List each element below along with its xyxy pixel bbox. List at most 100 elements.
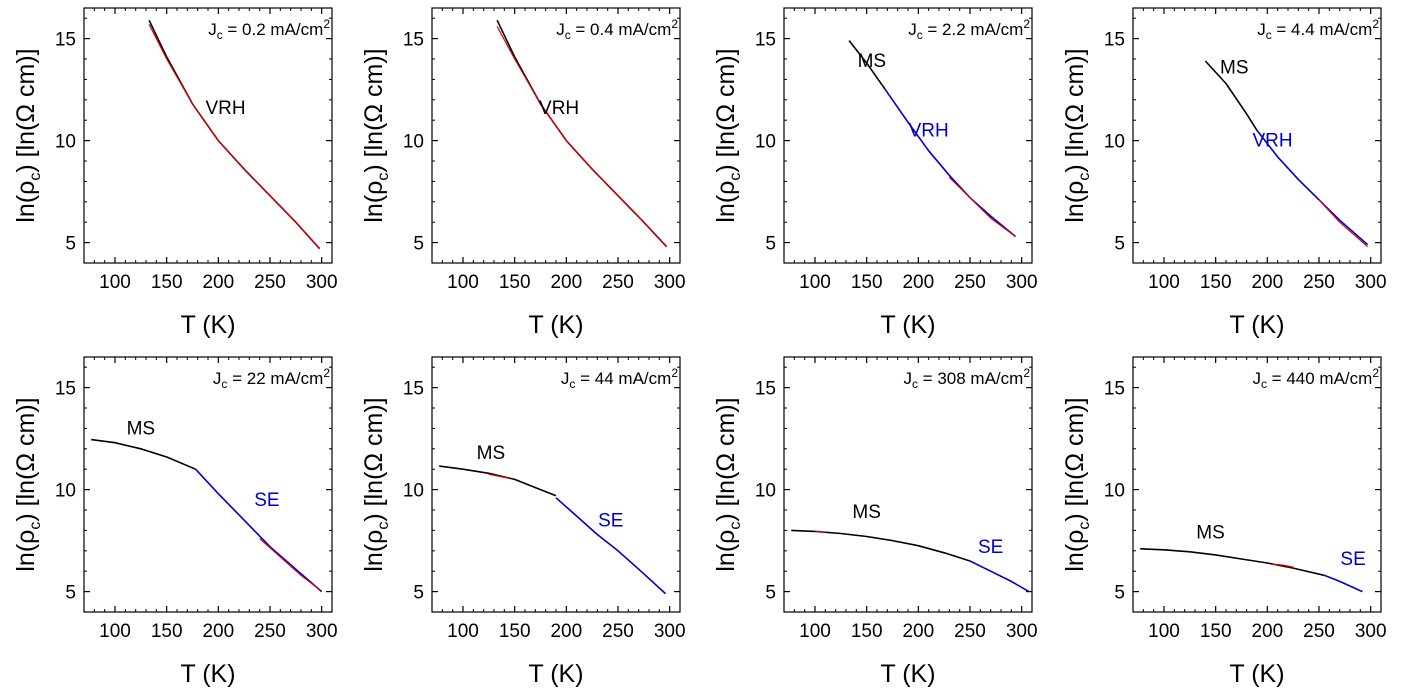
chart-2-series-1-line bbox=[884, 89, 1017, 238]
chart-4-annotation-ms: MS bbox=[127, 419, 156, 440]
chart-3-x-tick-label: 200 bbox=[1251, 272, 1283, 293]
chart-3-x-axis-label: T (K) bbox=[1229, 311, 1284, 339]
chart-3-series-2-line bbox=[1318, 199, 1368, 248]
chart-3-annotation-vrh: VRH bbox=[1252, 131, 1292, 152]
chart-7-y-tick-label: 15 bbox=[1104, 379, 1125, 400]
chart-3-title: Jc = 4.4 mA/cm2 bbox=[1257, 17, 1379, 42]
chart-6-series-2-line bbox=[814, 530, 826, 533]
chart-4-y-axis-label: ln(ρc) [ln(Ω cm)] bbox=[12, 397, 44, 571]
chart-0-x-tick-label: 150 bbox=[151, 272, 183, 293]
chart-4-x-tick-label: 100 bbox=[99, 621, 131, 642]
chart-7-x-tick-label: 300 bbox=[1355, 621, 1387, 642]
chart-1-y-tick-label: 15 bbox=[403, 30, 424, 51]
chart-3-y-tick-label: 10 bbox=[1104, 132, 1125, 153]
chart-3-y-tick-label: 5 bbox=[1114, 234, 1125, 255]
chart-2-y-tick-label: 10 bbox=[755, 132, 776, 153]
chart-6: 100 150 200 250 300 5 10 15 T (K) ln(ρc) [ln(Ω cm… bbox=[712, 356, 1038, 688]
chart-3-y-tick-label: 15 bbox=[1104, 30, 1125, 51]
chart-2-annotation-vrh: VRH bbox=[909, 121, 949, 142]
chart-7-annotation-se: SE bbox=[1340, 549, 1365, 570]
chart-2-title: Jc = 2.2 mA/cm2 bbox=[908, 17, 1030, 42]
chart-1-annotation-vrh: VRH bbox=[539, 98, 579, 119]
chart-5-x-axis-label: T (K) bbox=[528, 660, 583, 688]
chart-6-x-tick-label: 250 bbox=[954, 621, 986, 642]
chart-5-y-tick-label: 10 bbox=[403, 481, 424, 502]
chart-5-y-tick-label: 15 bbox=[403, 379, 424, 400]
chart-7-annotation-ms: MS bbox=[1196, 523, 1225, 544]
chart-6-y-tick-label: 5 bbox=[765, 583, 776, 604]
chart-1-x-tick-label: 200 bbox=[550, 272, 582, 293]
chart-0-frame bbox=[83, 7, 333, 264]
chart-0-title: Jc = 0.2 mA/cm2 bbox=[208, 17, 330, 42]
chart-3-x-tick-label: 250 bbox=[1303, 272, 1335, 293]
chart-7-y-tick-label: 5 bbox=[1114, 583, 1125, 604]
chart-0-y-tick-label: 10 bbox=[55, 132, 76, 153]
chart-1: 100 150 200 250 300 5 10 15 T (K) ln(ρc) [ln(Ω cm… bbox=[360, 7, 686, 339]
chart-4-annotation-se: SE bbox=[254, 490, 279, 511]
chart-2-y-tick-label: 5 bbox=[765, 234, 776, 255]
chart-3-x-tick-label: 150 bbox=[1200, 272, 1232, 293]
chart-6-series-0-line bbox=[791, 529, 971, 562]
chart-2-x-tick-label: 150 bbox=[851, 272, 883, 293]
chart-0-x-tick-label: 250 bbox=[254, 272, 286, 293]
chart-0-x-tick-label: 200 bbox=[202, 272, 234, 293]
chart-7-series-0-line bbox=[1140, 548, 1325, 577]
chart-2-x-axis-label: T (K) bbox=[880, 311, 935, 339]
chart-4-x-tick-label: 200 bbox=[202, 621, 234, 642]
chart-7-x-axis-label: T (K) bbox=[1229, 660, 1284, 688]
chart-5-y-tick-label: 5 bbox=[413, 583, 424, 604]
chart-3: 100 150 200 250 300 5 10 15 T (K) ln(ρc) [ln(Ω cm… bbox=[1061, 7, 1387, 339]
chart-6-annotation-ms: MS bbox=[852, 502, 881, 523]
chart-4-y-tick-label: 10 bbox=[55, 481, 76, 502]
chart-4-series-1-line bbox=[195, 468, 323, 593]
chart-3-series-0-line bbox=[1204, 60, 1258, 131]
chart-7-x-tick-label: 200 bbox=[1251, 621, 1283, 642]
chart-2-x-tick-label: 300 bbox=[1006, 272, 1038, 293]
chart-4: 100 150 200 250 300 5 10 15 T (K) ln(ρc) [ln(Ω cm… bbox=[12, 356, 338, 688]
chart-1-y-tick-label: 10 bbox=[403, 132, 424, 153]
chart-7-x-tick-label: 100 bbox=[1148, 621, 1180, 642]
chart-6-x-axis-label: T (K) bbox=[880, 660, 935, 688]
chart-4-series-0-line bbox=[91, 438, 196, 470]
chart-2-x-tick-label: 200 bbox=[902, 272, 934, 293]
chart-4-x-tick-label: 250 bbox=[254, 621, 286, 642]
chart-5-series-0-line bbox=[439, 465, 557, 497]
chart-6-annotation-se: SE bbox=[978, 537, 1003, 558]
chart-5-x-tick-label: 300 bbox=[654, 621, 686, 642]
chart-5-x-tick-label: 150 bbox=[499, 621, 531, 642]
chart-4-x-tick-label: 150 bbox=[151, 621, 183, 642]
chart-3-series-1-line bbox=[1256, 129, 1369, 246]
chart-6-y-axis-label: ln(ρc) [ln(Ω cm)] bbox=[712, 397, 744, 571]
chart-7-series-1-line bbox=[1323, 574, 1363, 593]
chart-5-y-axis-label: ln(ρc) [ln(Ω cm)] bbox=[360, 397, 392, 571]
chart-4-series-2-line bbox=[259, 538, 320, 591]
chart-2-series-0-line bbox=[848, 40, 886, 91]
chart-7-x-tick-label: 150 bbox=[1200, 621, 1232, 642]
chart-6-series-1-line bbox=[969, 560, 1030, 593]
chart-7-series-2-line bbox=[1272, 563, 1294, 568]
chart-1-x-tick-label: 150 bbox=[499, 272, 531, 293]
chart-4-title: Jc = 22 mA/cm2 bbox=[213, 366, 330, 391]
chart-2-y-tick-label: 15 bbox=[755, 30, 776, 51]
chart-5: 100 150 200 250 300 5 10 15 T (K) ln(ρc) [ln(Ω cm… bbox=[360, 356, 686, 688]
chart-7: 100 150 200 250 300 5 10 15 T (K) ln(ρc) [ln(Ω cm… bbox=[1061, 356, 1387, 688]
chart-6-title: Jc = 308 mA/cm2 bbox=[903, 366, 1030, 391]
chart-4-x-axis-label: T (K) bbox=[180, 660, 235, 688]
chart-2-y-axis-label: ln(ρc) [ln(Ω cm)] bbox=[712, 48, 744, 222]
chart-1-title: Jc = 0.4 mA/cm2 bbox=[556, 17, 678, 42]
chart-4-y-tick-label: 5 bbox=[65, 583, 76, 604]
chart-1-frame bbox=[431, 7, 681, 264]
chart-2-annotation-ms: MS bbox=[858, 51, 887, 72]
chart-7-x-tick-label: 250 bbox=[1303, 621, 1335, 642]
chart-0-x-tick-label: 300 bbox=[306, 272, 338, 293]
chart-2-series-2-line bbox=[948, 176, 1016, 237]
chart-2-x-tick-label: 100 bbox=[799, 272, 831, 293]
chart-1-y-axis-label: ln(ρc) [ln(Ω cm)] bbox=[360, 48, 392, 222]
chart-3-x-tick-label: 300 bbox=[1355, 272, 1387, 293]
chart-7-frame bbox=[1132, 356, 1382, 613]
chart-7-y-tick-label: 10 bbox=[1104, 481, 1125, 502]
chart-0: 100 150 200 250 300 5 10 15 T (K) ln(ρc) [ln(Ω cm… bbox=[12, 7, 338, 339]
chart-1-y-tick-label: 5 bbox=[413, 234, 424, 255]
chart-7-title: Jc = 440 mA/cm2 bbox=[1252, 366, 1379, 391]
